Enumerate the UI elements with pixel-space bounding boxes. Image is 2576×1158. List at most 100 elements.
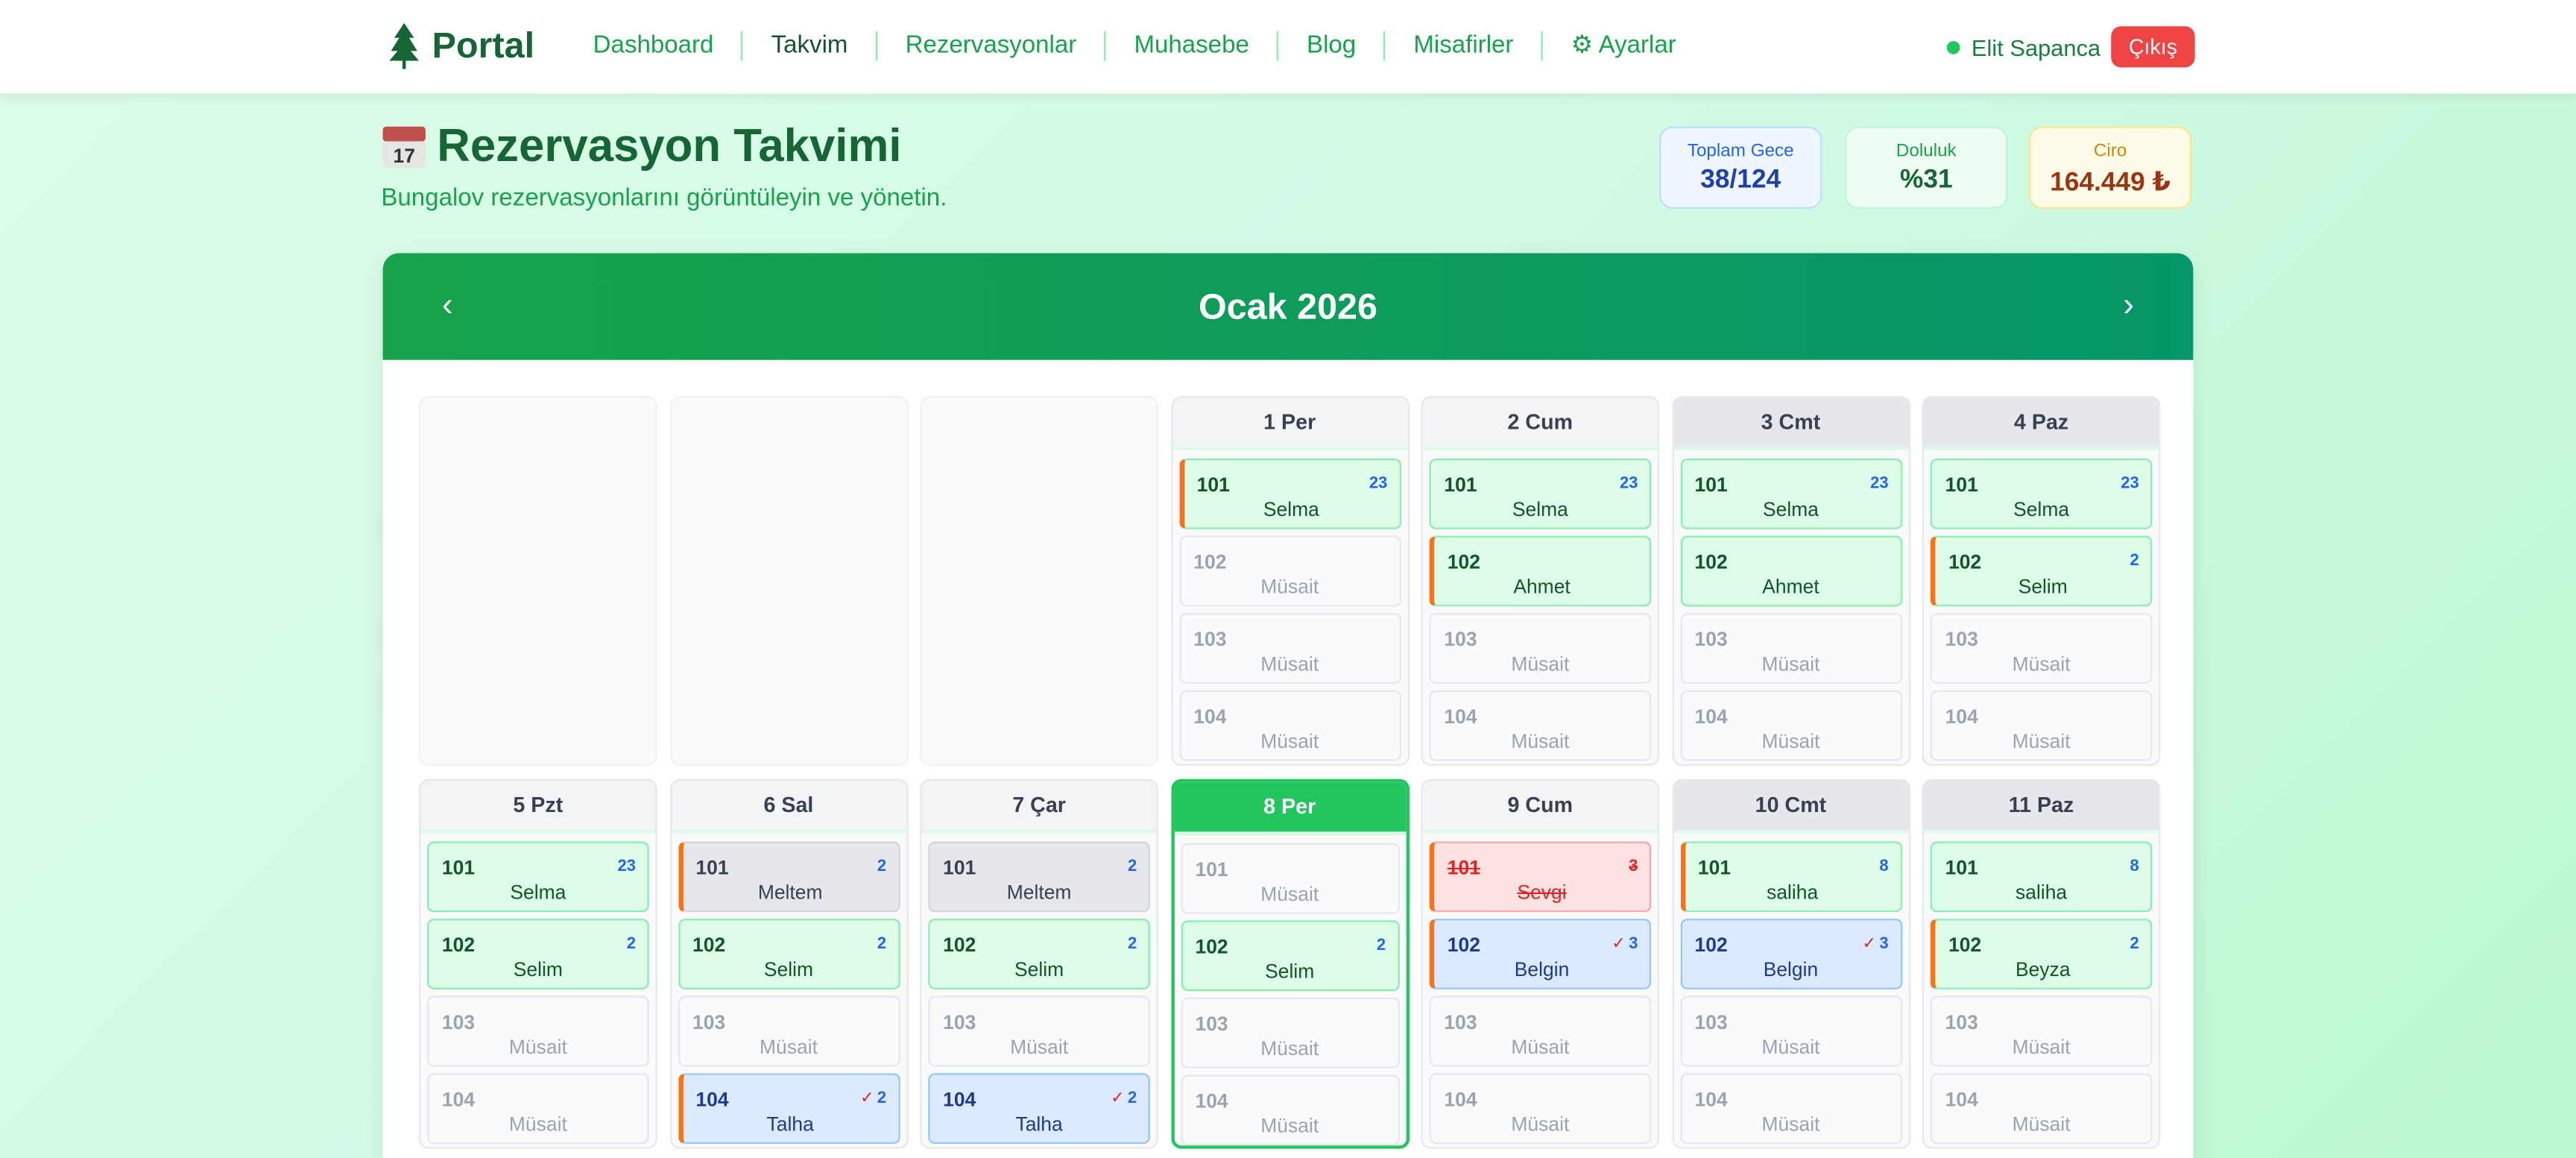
prev-month-button[interactable]: ‹	[432, 286, 463, 327]
count-value: 3	[1629, 858, 1638, 876]
nav-link-dashboard[interactable]: Dashboard	[593, 31, 744, 61]
night-count: 2	[2130, 935, 2138, 953]
nav-link-blog[interactable]: Blog	[1279, 31, 1386, 61]
reservation-slot[interactable]: 101 23 Selma	[1930, 458, 2153, 529]
guest-name: Selim	[1014, 957, 1064, 981]
room-number: 104	[441, 1088, 476, 1111]
reservation-slot[interactable]: 102 Ahmet	[1429, 535, 1652, 607]
guest-name: Müsait	[508, 1035, 567, 1059]
room-number: 101	[441, 856, 476, 880]
reservation-slot[interactable]: 102 ✓ 3 Belgin	[1679, 919, 1902, 989]
available-slot[interactable]: 104 Müsait	[1429, 690, 1652, 761]
night-count: 23	[1369, 475, 1388, 493]
checked-in-icon: ✓	[1611, 935, 1626, 954]
available-slot[interactable]: 103 Müsait	[1679, 995, 1902, 1067]
reservation-slot[interactable]: 102 2 Selim	[427, 919, 649, 989]
nav-link-takvim[interactable]: Takvim	[743, 31, 878, 61]
night-count: 3	[1629, 858, 1638, 876]
stat-card: Toplam Gece 38/124	[1659, 126, 1822, 209]
day-header: 11 Paz	[1924, 780, 2159, 834]
night-count: 2	[877, 858, 886, 876]
reservation-slot[interactable]: 101 8 saliha	[1679, 841, 1902, 913]
available-slot[interactable]: 103 Müsait	[1679, 613, 1902, 684]
available-slot[interactable]: 103 Müsait	[1180, 997, 1399, 1069]
reservation-slot[interactable]: 101 8 saliha	[1930, 841, 2153, 913]
guest-name: Belgin	[1514, 957, 1570, 981]
guest-name: Selim	[513, 957, 563, 981]
guest-name: Selma	[510, 881, 566, 904]
reservation-slot[interactable]: 102 2 Beyza	[1930, 919, 2153, 989]
available-slot[interactable]: 104 Müsait	[1178, 690, 1401, 761]
empty-day-cell	[920, 396, 1158, 767]
reservation-slot[interactable]: 102 2 Selim	[1930, 535, 2153, 607]
count-value: 2	[877, 935, 887, 954]
available-slot[interactable]: 102 Müsait	[1178, 535, 1401, 607]
nav-link-rezervasyonlar[interactable]: Rezervasyonlar	[877, 31, 1106, 61]
night-count: 23	[1620, 475, 1638, 493]
available-slot[interactable]: 103 Müsait	[928, 995, 1150, 1067]
night-count: 2	[627, 935, 636, 953]
night-count: 2	[2130, 553, 2138, 570]
day-header: 6 Sal	[671, 780, 906, 834]
reservation-slot[interactable]: 101 3 Sevgi	[1429, 841, 1652, 913]
available-slot[interactable]: 104 Müsait	[1679, 690, 1902, 761]
room-number: 101	[1195, 858, 1228, 881]
available-slot[interactable]: 104 Müsait	[1679, 1073, 1902, 1145]
available-slot[interactable]: 103 Müsait	[678, 995, 900, 1067]
next-month-button[interactable]: ›	[2113, 286, 2144, 327]
available-slot[interactable]: 103 Müsait	[1178, 613, 1401, 684]
room-slots: 101 2 Meltem 102 2 Selim 103 Müsait 104 ✓ 2 Talha	[922, 833, 1157, 1147]
reservation-slot[interactable]: 102 ✓ 3 Belgin	[1429, 919, 1652, 989]
available-slot[interactable]: 101 Müsait	[1180, 843, 1399, 914]
page-title-text: Rezervasyon Takvimi	[437, 119, 902, 172]
night-count: 2	[1128, 858, 1137, 876]
nav-link-ayarlar[interactable]: ⚙ Ayarlar	[1543, 31, 1704, 61]
guest-name: Müsait	[760, 1035, 818, 1059]
room-number: 101	[1694, 473, 1728, 497]
nav-link-muhasebe[interactable]: Muhasebe	[1106, 31, 1279, 61]
reservation-slot[interactable]: 102 2 Selim	[678, 919, 900, 989]
reservation-slot[interactable]: 101 23 Selma	[1679, 458, 1902, 529]
guest-name: saliha	[1767, 881, 1819, 904]
night-count: 2	[877, 935, 886, 953]
logout-button[interactable]: Çıkış	[2111, 26, 2195, 68]
nav-link-misafirler[interactable]: Misafirler	[1386, 31, 1544, 61]
guest-name: Müsait	[1761, 1113, 1820, 1136]
count-value: 2	[877, 858, 887, 876]
available-slot[interactable]: 104 Müsait	[1930, 1073, 2153, 1145]
available-slot[interactable]: 103 Müsait	[1930, 995, 2153, 1067]
count-value: 23	[1619, 474, 1638, 494]
reservation-slot[interactable]: 102 2 Selim	[1180, 920, 1399, 992]
svg-text:17: 17	[393, 145, 414, 167]
room-number: 102	[441, 933, 476, 957]
reservation-slot[interactable]: 101 2 Meltem	[678, 841, 900, 913]
available-slot[interactable]: 103 Müsait	[427, 995, 649, 1067]
reservation-slot[interactable]: 101 23 Selma	[427, 841, 649, 913]
available-slot[interactable]: 103 Müsait	[1930, 613, 2153, 684]
available-slot[interactable]: 104 Müsait	[1180, 1074, 1399, 1146]
guest-name: Meltem	[757, 881, 823, 904]
logo[interactable]: Portal	[389, 22, 534, 69]
room-slots: 101 Müsait 102 2 Selim 103 Müsait 104 Müsait	[1174, 835, 1406, 1146]
guest-name: Meltem	[1006, 881, 1072, 904]
night-count: 23	[1870, 475, 1889, 493]
nav-link-label: Ayarlar	[1598, 31, 1676, 60]
room-number: 101	[1945, 856, 1978, 880]
available-slot[interactable]: 104 Müsait	[1429, 1073, 1652, 1145]
reservation-slot[interactable]: 101 23 Selma	[1178, 458, 1401, 529]
reservation-slot[interactable]: 101 23 Selma	[1429, 458, 1652, 529]
reservation-slot[interactable]: 102 Ahmet	[1679, 535, 1902, 607]
guest-name: Müsait	[1511, 1035, 1570, 1059]
guest-name: Beyza	[2015, 957, 2071, 981]
available-slot[interactable]: 103 Müsait	[1429, 995, 1652, 1067]
reservation-slot[interactable]: 102 2 Selim	[928, 919, 1150, 989]
available-slot[interactable]: 103 Müsait	[1429, 613, 1652, 684]
reservation-slot[interactable]: 101 2 Meltem	[928, 841, 1150, 913]
empty-day-cell	[669, 396, 908, 767]
stat-label: Doluluk	[1895, 141, 1957, 162]
available-slot[interactable]: 104 Müsait	[427, 1073, 649, 1145]
reservation-slot[interactable]: 104 ✓ 2 Talha	[678, 1073, 900, 1145]
room-number: 102	[1948, 550, 1982, 574]
reservation-slot[interactable]: 104 ✓ 2 Talha	[928, 1073, 1150, 1145]
available-slot[interactable]: 104 Müsait	[1930, 690, 2153, 761]
